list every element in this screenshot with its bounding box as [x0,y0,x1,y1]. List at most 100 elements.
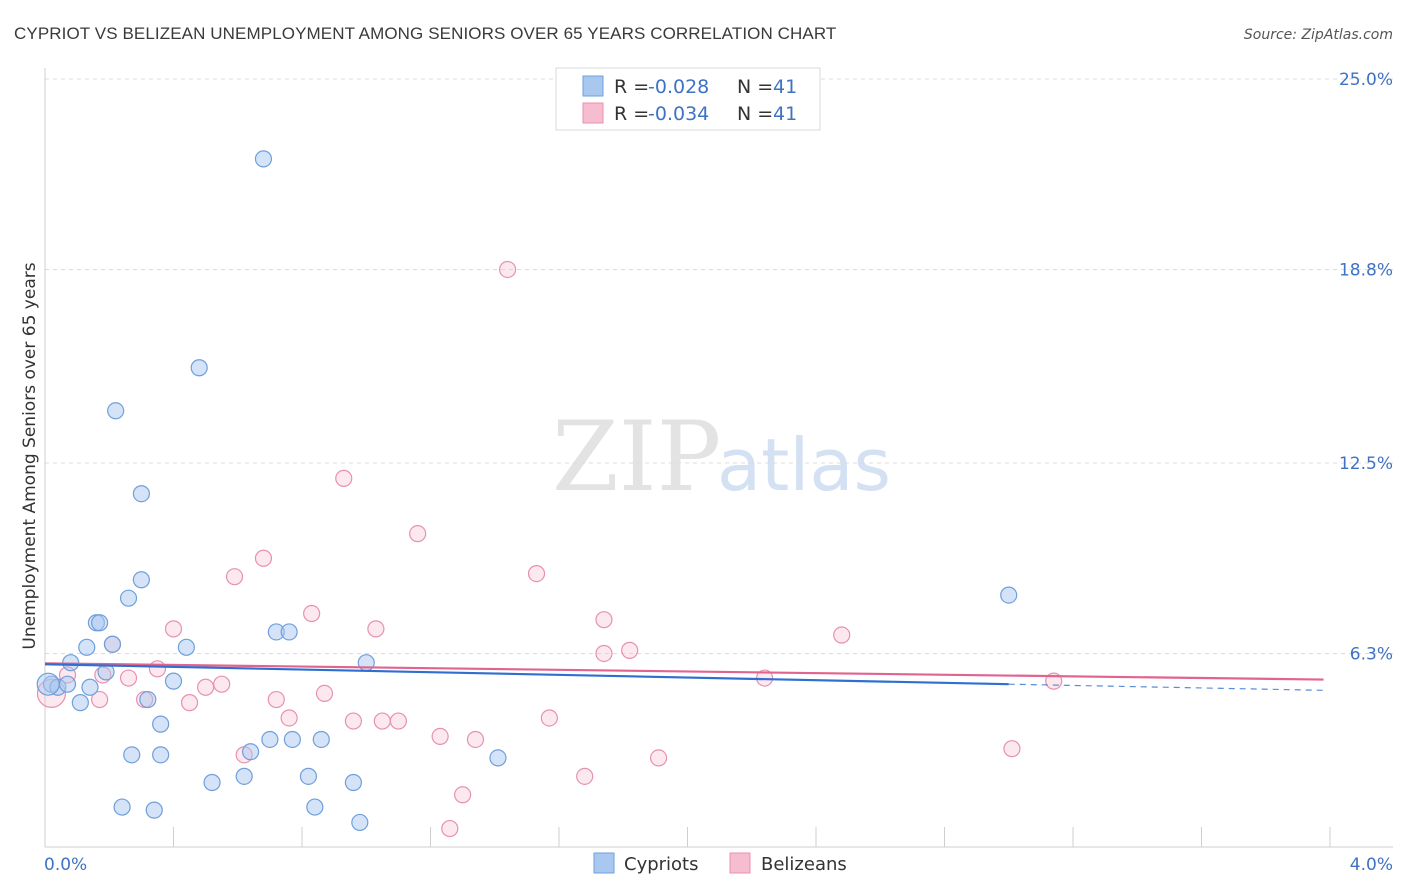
data-point-belizeans [315,684,334,703]
data-point-belizeans [833,626,851,644]
data-point-cypriots [91,614,109,632]
data-point-belizeans [91,690,109,709]
data-point-belizeans [431,727,449,746]
x-tick-label: 0.0% [44,855,87,875]
data-point-belizeans [119,669,138,687]
data-point-belizeans [409,525,427,543]
data-point-belizeans [454,786,472,804]
y-tick-label: 18.8% [1339,260,1393,280]
data-point-cypriots [103,635,122,653]
data-point-belizeans [180,694,199,712]
data-point-belizeans [344,712,362,730]
y-tick-label: 6.3% [1350,644,1393,664]
data-point-belizeans [303,604,321,623]
trend-line-belizeans [44,662,1324,681]
data-point-belizeans [576,767,594,785]
data-point-cypriots [139,690,157,709]
data-point-belizeans [213,675,231,693]
data-point-cypriots [489,749,507,767]
data-point-cypriots [152,715,170,733]
data-point-belizeans [621,641,639,659]
data-point-belizeans [466,730,485,749]
data-point-cypriots [344,773,362,792]
data-point-belizeans [649,749,668,767]
bottom-legend-swatch-cypriots[interactable] [593,852,615,874]
data-point-cypriots [203,773,221,792]
axes [44,68,1393,848]
y-axis-label: Unemployment Among Seniors over 65 years [20,262,40,649]
data-point-cypriots [132,485,150,503]
watermark-zip: ZIP [552,401,721,513]
legend-r-label-belizeans: R = [614,103,649,125]
trend-line-cypriots-extension [1008,683,1324,691]
watermark-atlas: atlas [717,423,891,507]
trend-lines [44,662,1324,691]
data-point-cypriots [107,402,125,420]
data-point-cypriots [306,798,324,816]
data-point-belizeans [1003,740,1021,758]
data-point-belizeans [389,712,407,730]
legend-r-label-cypriots: R = [614,76,649,98]
data-point-cypriots [261,730,279,749]
data-point-cypriots [123,746,141,764]
series-cypriots [36,150,1018,832]
data-point-belizeans [254,549,273,567]
legend-swatch-belizeans [582,102,604,124]
data-point-cypriots [113,798,131,816]
data-point-cypriots [283,730,301,749]
data-point-cypriots [280,623,298,641]
legend-n-value-belizeans: 41 [773,103,797,125]
data-point-belizeans [595,611,613,629]
data-point-belizeans [164,620,183,638]
gridlines [45,78,1393,654]
data-point-cypriots [152,746,170,764]
bottom-legend-swatch-belizeans[interactable] [729,852,751,874]
data-point-belizeans [197,678,215,696]
y-tick-label: 25.0% [1339,70,1393,90]
data-point-cypriots [299,767,318,785]
data-point-cypriots [1000,586,1018,604]
data-point-belizeans [373,712,391,730]
correlation-legend: R = -0.028 N = 41 R = -0.034 N = 41 [555,67,821,131]
legend-n-label-belizeans: N = [737,103,773,125]
data-point-cypriots [312,730,330,749]
bottom-legend-label-cypriots[interactable]: Cypriots [624,854,699,875]
series-belizeans [36,260,1063,838]
data-point-belizeans [225,568,244,586]
data-point-cypriots [177,638,195,656]
data-point-cypriots [36,672,60,696]
data-point-cypriots [164,672,183,690]
legend-n-label-cypriots: N = [737,76,773,98]
legend-r-value-cypriots: -0.028 [648,76,709,98]
bottom-legend-label-belizeans[interactable]: Belizeans [761,854,847,875]
data-point-cypriots [145,801,163,819]
watermark: ZIP atlas [552,401,891,513]
data-point-belizeans [499,260,517,279]
data-point-belizeans [540,709,558,727]
data-point-cypriots [190,359,208,377]
legend-n-value-cypriots: 41 [773,76,797,98]
trend-line-cypriots [44,663,1009,686]
data-point-cypriots [58,675,77,693]
data-point-cypriots [254,150,273,168]
data-point-cypriots [242,743,260,761]
source-label: Source: ZipAtlas.com [1244,27,1393,43]
data-point-cypriots [132,571,150,589]
data-point-belizeans [148,660,167,678]
data-point-belizeans [280,709,298,727]
x-axis-ticks: 0.0% 4.0% [44,855,1393,875]
data-point-belizeans [335,469,353,487]
data-point-belizeans [595,644,613,663]
data-point-belizeans [527,564,546,583]
data-point-cypriots [351,813,369,832]
data-point-cypriots [119,589,138,607]
x-tick-label: 4.0% [1350,855,1393,875]
data-point-cypriots [78,638,96,656]
legend-r-value-belizeans: -0.034 [648,103,709,125]
legend-swatch-cypriots [582,75,604,97]
y-tick-label: 12.5% [1339,454,1393,474]
data-point-belizeans [441,819,459,838]
chart-title: CYPRIOT VS BELIZEAN UNEMPLOYMENT AMONG S… [14,24,836,43]
data-point-belizeans [367,620,385,638]
